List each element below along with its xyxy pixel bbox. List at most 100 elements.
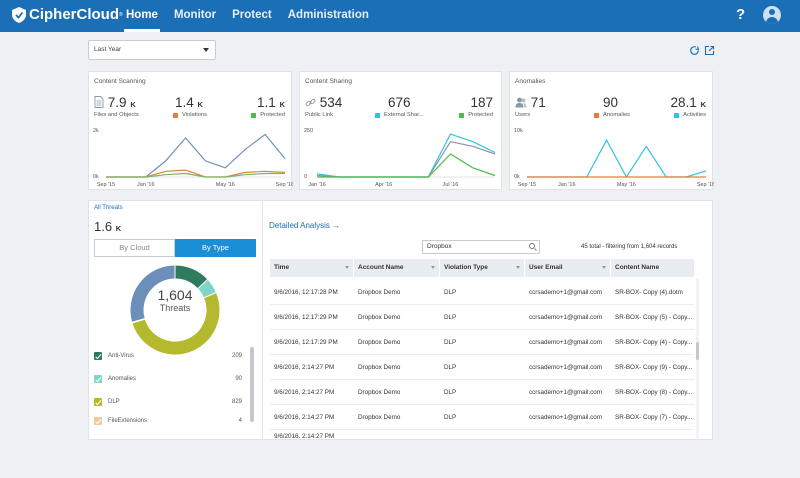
metric-label: Users [515,112,531,118]
x-tick-label: May '16 [216,182,235,188]
anomalies-metric: 90 Anomalies [594,95,630,118]
content-sharing-card[interactable]: Content Sharing 534 Public Link 676 Exte… [299,71,502,190]
legend-item-anomalies[interactable]: Anomalies 90 [94,373,242,385]
x-tick-label: Jan '16 [308,182,326,188]
arrow-right-icon: → [332,221,341,230]
anomalies-card[interactable]: Anomalies 71 Users 90 Anomalies 28.1 K A… [509,71,714,190]
top-navigation-bar [0,0,800,32]
period-dropdown[interactable]: Last Year [88,40,216,60]
legend-item-dlp[interactable]: DLP 829 [94,396,242,408]
table-cell [354,430,440,438]
help-icon[interactable]: ? [736,6,746,23]
checkbox-checked-icon[interactable] [94,375,102,383]
card-title: Content Sharing [305,78,352,85]
metric-label: Protected [468,112,493,118]
column-header-account[interactable]: Account Name [354,259,440,277]
x-tick-label: Jan '16 [137,182,155,188]
content-scanning-card[interactable]: Content Scanning 7.9 K Files and Objects… [88,71,293,190]
column-header-violation[interactable]: Violation Type [440,259,525,277]
search-input[interactable]: Dropbox [422,240,540,254]
metric-value: 71 [530,95,546,110]
checkbox-checked-icon[interactable] [94,352,102,360]
by-cloud-toggle[interactable]: By Cloud [94,239,175,257]
user-avatar-icon[interactable] [763,6,781,24]
threats-total: 1.6 K [94,219,121,234]
nav-protect[interactable]: Protect [232,9,272,21]
by-type-toggle[interactable]: By Type [175,239,256,257]
table-cell: SR-BOX- Copy (4).dotm [615,289,683,296]
table-cell: Dropbox Demo [358,414,401,421]
donut-label: Threats [159,303,191,313]
brand-logo[interactable]: CipherCloud ® [12,6,123,23]
legend-item-anti-virus[interactable]: Anti-Virus 209 [94,350,242,362]
metric-label: Violations [182,112,208,118]
all-threats-title: All Threats [94,205,123,211]
metric-label: Activities [683,112,706,118]
users-metric: 71 Users [515,95,546,118]
checkbox-checked-icon[interactable] [94,417,102,425]
table-cell: SR-BOX- Copy (9) - Copy... [615,364,693,371]
table-row[interactable]: 9/6/2016, 2:14:27 PM Dropbox Demo DLP ccrsa… [270,380,694,405]
nav-administration[interactable]: Administration [287,9,369,21]
main-nav: Home Monitor Protect Administration [118,0,377,32]
metric-label: Protected [260,112,285,118]
table-cell: SR-BOX- Copy (8) - Copy... [615,389,693,396]
column-header-email[interactable]: User Email [525,259,611,277]
external-legend-swatch [375,112,380,118]
donut-slice-dlp[interactable] [131,291,221,356]
detailed-analysis-label: Detailed Analysis [269,221,330,230]
table-row[interactable]: 9/6/2016, 2:14:27 PM Dropbox Demo DLP ccrsa… [270,405,694,430]
table-cell: Dropbox Demo [358,339,401,346]
legend-scrollbar-thumb[interactable] [250,347,254,422]
nav-monitor[interactable]: Monitor [173,9,217,21]
metric-label: External Shar... [384,112,424,118]
table-row[interactable]: 9/6/2016, 12:17:28 PM Dropbox Demo DLP ccrs… [270,280,694,305]
x-tick-label: Jan '16 [558,182,576,188]
table-cell [525,430,611,438]
protected-legend-swatch [459,112,465,118]
nav-home[interactable]: Home [118,0,166,32]
legend-label: Anomalies [108,376,137,382]
table-cell: ccrsademo+1@gmail.com [529,389,603,396]
table-cell: Dropbox Demo [358,314,401,321]
table-row[interactable]: 9/6/2016, 2:14:27 PM Dropbox Demo DLP ccrsa… [270,355,694,380]
activities-legend-swatch [674,112,680,118]
metric-label: Anomalies [603,112,631,118]
metric-value: 534 [319,95,343,110]
legend-label: DLP [108,399,120,405]
export-icon[interactable] [704,45,715,56]
table-cell: DLP [444,289,457,296]
sort-icon [431,266,435,269]
metric-value: 187 [470,95,493,110]
series-line-1 [316,133,496,178]
legend-item-file-extensions[interactable]: FileExtensions 4 [94,415,242,427]
table-scrollbar-thumb[interactable] [696,342,699,360]
column-header-content[interactable]: Content Name [615,264,660,271]
column-header-time[interactable]: Time [270,259,354,277]
table-row[interactable]: 9/6/2016, 12:17:29 PM Dropbox Demo DLP ccrs… [270,305,694,330]
protected-metric: 187 Protected [459,95,493,118]
x-tick-label: Sep '16 [276,182,293,188]
donut-slices [129,264,221,356]
donut-slice-sharing[interactable] [129,264,176,323]
shield-logo-icon [12,6,26,23]
checkbox-checked-icon[interactable] [94,398,102,406]
table-row[interactable]: 9/6/2016, 2:14:27 PM [270,430,694,438]
metric-value: 676 [388,95,411,110]
document-icon [94,96,104,108]
metric-unit: K [279,100,285,109]
table-row[interactable]: 9/6/2016, 12:17:29 PM Dropbox Demo DLP ccrs… [270,330,694,355]
search-icon[interactable] [529,243,535,249]
brand-name: CipherCloud [29,6,119,23]
refresh-icon[interactable] [689,45,700,56]
detailed-analysis-link[interactable]: Detailed Analysis → [269,221,340,230]
legend-label: Anti-Virus [108,353,134,359]
brand-trademark: ® [119,11,123,18]
table-header: Time Account Name Violation Type User Em… [270,259,694,277]
metric-value: 1.4 [175,95,194,110]
table-cell: ccrsademo+1@gmail.com [529,339,603,346]
y-tick-label: 0 [304,174,307,180]
violations-legend-swatch [173,112,178,118]
metric-label: Files and Objects [94,112,139,118]
